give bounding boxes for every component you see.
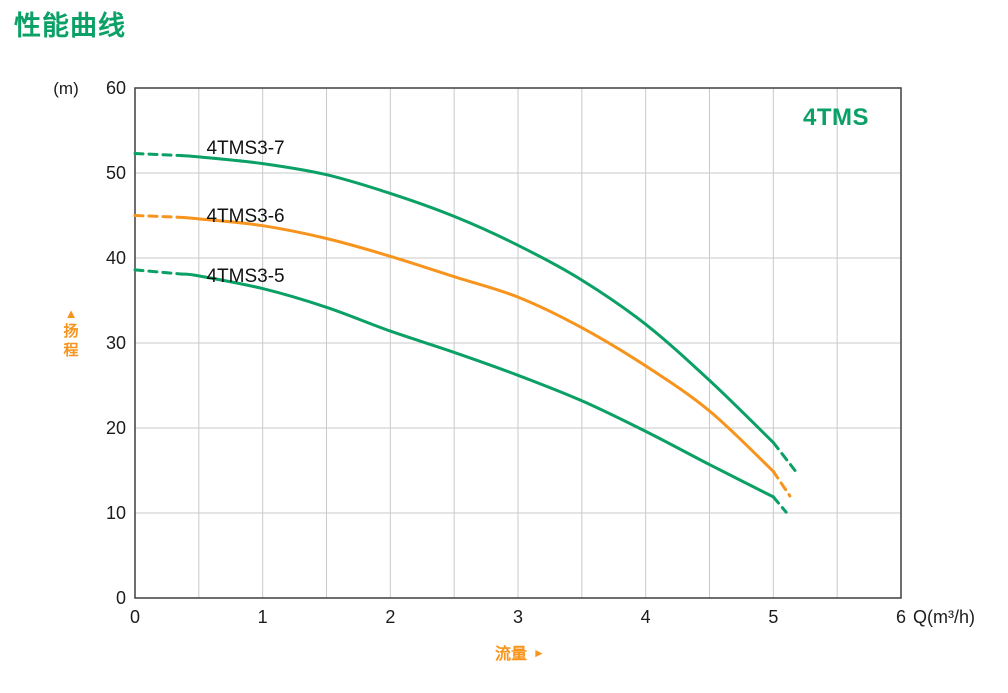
y-tick-label: 0 [116,588,126,608]
x-tick-label: 3 [513,607,523,627]
x-tick-label: 4 [641,607,651,627]
curve-4TMS3-6-dash-tail [771,469,792,498]
curve-4TMS3-7 [180,154,775,444]
x-tick-label: 1 [258,607,268,627]
model-badge: 4TMS [802,104,869,131]
curve-4TMS3-7-dash-head [133,152,184,158]
y-axis-label-char-2: 程 [63,342,79,359]
x-tick-label: 5 [768,607,778,627]
x-unit-label: Q(m³/h) [913,607,975,627]
curve-label-4TMS3-6: 4TMS3-6 [206,206,284,227]
curve-4TMS3-7-dash-tail [771,441,797,472]
curve-4TMS3-5-dash-tail [771,495,788,514]
up-arrow-icon: ▲ [64,306,78,321]
y-tick-label: 20 [106,418,126,438]
page-title: 性能曲线 [14,11,126,41]
curve-4TMS3-6 [176,215,775,473]
right-arrow-icon: ► [533,645,545,660]
x-tick-label: 6 [896,607,906,627]
y-unit-label: (m) [53,79,78,98]
curve-label-4TMS3-5: 4TMS3-5 [206,266,284,287]
y-tick-label: 10 [106,503,126,523]
y-axis-label: ▲ 扬 程 [55,305,87,360]
y-axis-label-char-1: 扬 [63,323,79,340]
curve-4TMS3-5 [180,272,775,499]
y-tick-label: 30 [106,333,126,353]
x-tick-label: 0 [130,607,140,627]
y-tick-label: 60 [106,78,126,98]
x-tick-label: 2 [385,607,395,627]
x-axis-label-text: 流量 [495,646,528,663]
curve-4TMS3-5-dash-head [133,268,184,276]
y-tick-label: 40 [106,248,126,268]
curve-4TMS3-6-dash-head [133,214,180,219]
y-tick-label: 50 [106,163,126,183]
chart-frame [134,87,902,599]
curve-label-4TMS3-7: 4TMS3-7 [206,138,284,159]
x-axis-label: 流量 ► [495,640,545,664]
